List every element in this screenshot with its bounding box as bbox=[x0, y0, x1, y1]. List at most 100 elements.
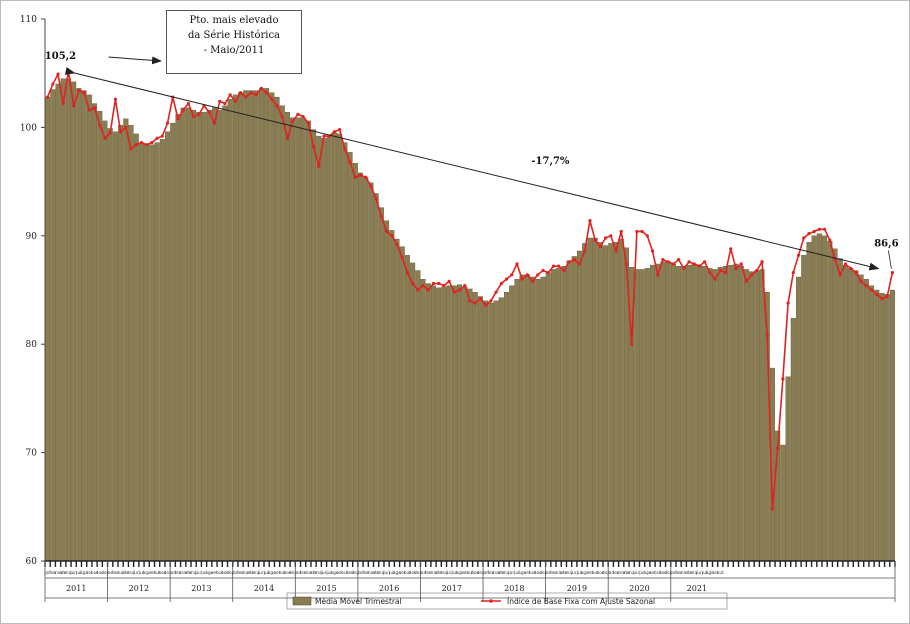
bar bbox=[483, 300, 489, 562]
bar bbox=[154, 142, 160, 562]
bar bbox=[696, 264, 702, 562]
index-point bbox=[880, 297, 884, 301]
index-point bbox=[703, 260, 707, 264]
index-point bbox=[369, 184, 373, 188]
bar bbox=[222, 105, 228, 562]
y-tick-label: 110 bbox=[20, 15, 37, 25]
index-point bbox=[692, 262, 696, 266]
month-tick-label: mai bbox=[252, 570, 260, 576]
bar bbox=[138, 142, 144, 562]
bar bbox=[806, 242, 812, 562]
index-point bbox=[718, 268, 722, 273]
bar bbox=[644, 268, 650, 562]
index-point bbox=[630, 342, 634, 346]
month-tick-label: set bbox=[461, 570, 468, 576]
index-point bbox=[510, 273, 514, 277]
index-point bbox=[645, 234, 649, 238]
month-tick-label: fev bbox=[49, 570, 56, 576]
month-tick-label: dez bbox=[664, 570, 673, 576]
bar bbox=[144, 144, 150, 562]
bar bbox=[790, 318, 796, 562]
index-point bbox=[530, 279, 535, 283]
month-tick-label: dez bbox=[226, 570, 235, 576]
bar bbox=[232, 94, 238, 562]
bar bbox=[780, 444, 786, 562]
bar bbox=[50, 89, 56, 562]
month-tick-label: mar bbox=[304, 570, 313, 576]
bar bbox=[691, 263, 697, 562]
bar bbox=[86, 94, 92, 562]
y-tick-label: 60 bbox=[26, 557, 38, 567]
index-point bbox=[557, 264, 561, 268]
bar bbox=[389, 230, 395, 562]
index-point bbox=[869, 288, 874, 292]
bar bbox=[253, 90, 259, 562]
month-tick-label: jun bbox=[570, 570, 578, 576]
index-point bbox=[593, 238, 597, 242]
bar bbox=[816, 233, 822, 562]
bar bbox=[274, 96, 280, 562]
bar bbox=[733, 263, 739, 562]
bar bbox=[264, 88, 270, 562]
bar bbox=[524, 274, 530, 562]
month-tick-label: jan bbox=[356, 570, 364, 576]
bar bbox=[618, 238, 624, 562]
month-tick-label: jun bbox=[695, 570, 703, 576]
bar bbox=[410, 262, 416, 562]
index-point bbox=[504, 277, 509, 281]
bar bbox=[597, 242, 603, 562]
bar bbox=[587, 237, 593, 562]
month-tick-label: jul bbox=[451, 570, 457, 576]
month-tick-label: mai bbox=[690, 570, 698, 576]
index-point bbox=[265, 91, 269, 95]
month-tick-label: nov bbox=[221, 571, 230, 576]
bar bbox=[112, 131, 118, 562]
bar bbox=[822, 235, 828, 562]
month-tick-label: nov bbox=[596, 571, 605, 576]
index-point bbox=[447, 279, 451, 283]
bar bbox=[92, 103, 98, 562]
index-point bbox=[317, 164, 321, 169]
month-tick-label: mai bbox=[377, 570, 385, 576]
month-tick-label: jan bbox=[106, 570, 114, 576]
month-tick-label: set bbox=[399, 570, 406, 576]
index-point bbox=[551, 264, 556, 268]
index-point bbox=[358, 173, 363, 177]
bar bbox=[279, 105, 285, 562]
bar bbox=[196, 112, 202, 562]
bar bbox=[707, 268, 713, 562]
bar bbox=[759, 269, 765, 562]
month-tick-label: mar bbox=[492, 570, 501, 576]
bar bbox=[363, 177, 369, 562]
month-tick-label: mar bbox=[617, 570, 626, 576]
month-tick-label: jan bbox=[606, 570, 614, 576]
bar bbox=[712, 269, 718, 562]
index-point bbox=[46, 95, 50, 99]
bar bbox=[498, 297, 504, 562]
bar bbox=[436, 287, 442, 562]
bar bbox=[65, 78, 71, 562]
index-point bbox=[849, 266, 853, 270]
index-point bbox=[405, 271, 410, 275]
bar bbox=[284, 112, 290, 562]
month-tick-label: dez bbox=[164, 570, 173, 576]
index-point bbox=[473, 301, 477, 305]
bar bbox=[175, 114, 181, 562]
index-point bbox=[87, 108, 91, 112]
bar bbox=[300, 117, 306, 562]
bar bbox=[796, 276, 802, 562]
month-tick-label: ago bbox=[706, 571, 715, 576]
bar bbox=[238, 92, 244, 562]
bar bbox=[686, 264, 692, 562]
bar bbox=[879, 293, 885, 562]
bar bbox=[540, 276, 546, 562]
year-label: 2018 bbox=[504, 584, 524, 593]
bar bbox=[749, 271, 755, 562]
peak-value-label: 105,2 bbox=[45, 51, 76, 62]
index-point bbox=[291, 119, 295, 123]
index-point bbox=[150, 140, 154, 145]
bar bbox=[519, 274, 525, 562]
month-tick-label: abr bbox=[685, 570, 693, 576]
index-point bbox=[311, 145, 316, 149]
index-point bbox=[682, 266, 686, 270]
